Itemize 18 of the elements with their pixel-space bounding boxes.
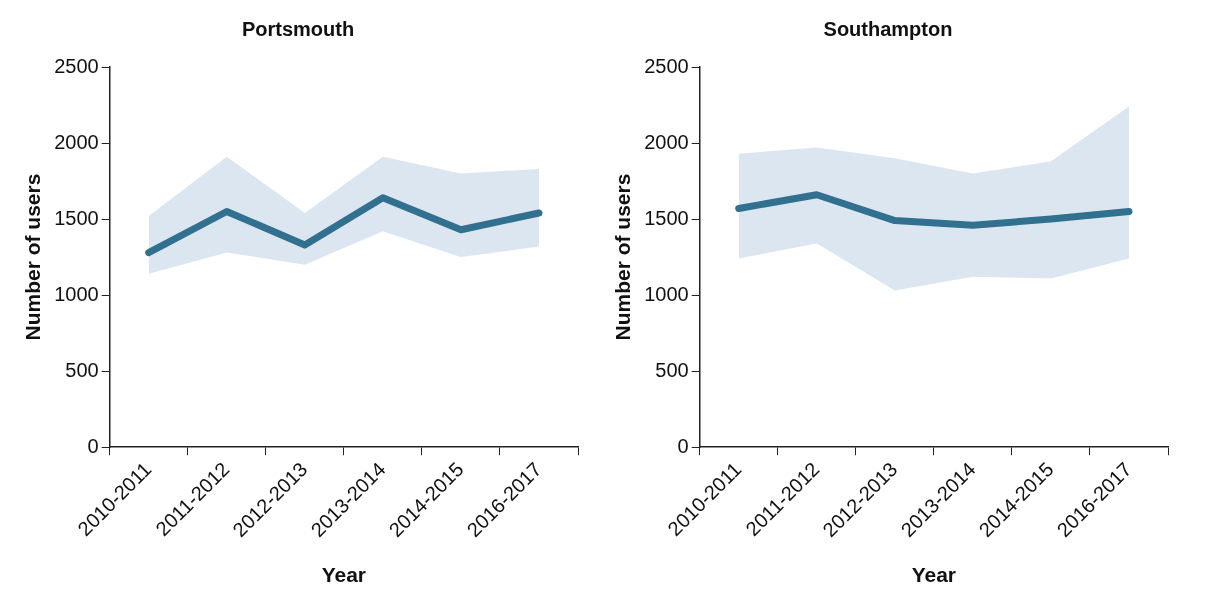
x-axis-title: Year (321, 563, 367, 587)
y-tick-label: 1500 (644, 206, 689, 229)
y-tick-label: 2000 (644, 130, 689, 153)
y-axis-title: Number of users (611, 173, 635, 341)
y-tick-label: 1000 (54, 282, 99, 305)
y-tick-label: 1500 (54, 206, 99, 229)
y-tick-label: 500 (655, 358, 689, 381)
y-tick-label: 2500 (644, 54, 689, 77)
y-tick-label: 500 (65, 358, 99, 381)
y-axis-title: Number of users (21, 173, 45, 341)
chart-title: Southampton (823, 17, 953, 40)
chart-title: Portsmouth (241, 17, 355, 40)
x-axis-title: Year (911, 563, 957, 587)
y-tick-label: 1000 (644, 282, 689, 305)
y-tick-label: 0 (677, 434, 689, 457)
y-tick-label: 2500 (54, 54, 99, 77)
y-tick-label: 2000 (54, 130, 99, 153)
y-tick-label: 0 (87, 434, 99, 457)
